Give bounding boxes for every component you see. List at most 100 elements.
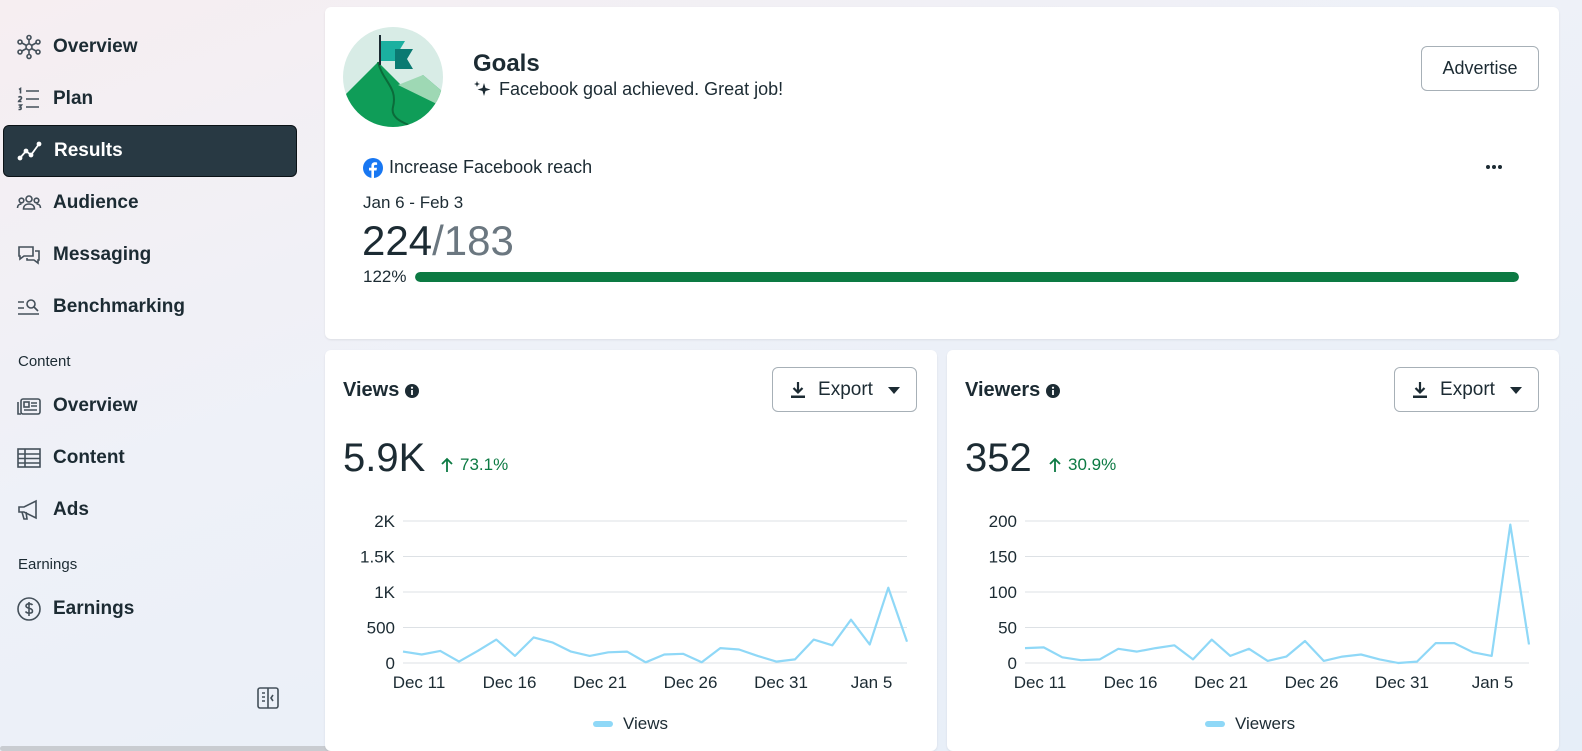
content-card-icon xyxy=(15,392,43,420)
viewers-export-button[interactable]: Export xyxy=(1394,367,1539,412)
y-tick-label: 0 xyxy=(386,654,395,673)
goals-status-text: Facebook goal achieved. Great job! xyxy=(499,79,784,99)
views-chart: 0 500 1K 1.5K 2K Dec 11 Dec 16 Dec 21 Dec 26 Dec … xyxy=(360,512,909,692)
megaphone-icon xyxy=(15,496,43,524)
sidebar-item-label: Ads xyxy=(53,499,89,520)
legend-label: Views xyxy=(623,714,669,733)
x-tick-label: Jan 5 xyxy=(1472,673,1514,692)
x-tick-label: Dec 11 xyxy=(1014,673,1067,692)
facebook-icon xyxy=(363,157,383,178)
sparkle-icon xyxy=(474,80,491,96)
viewers-value: 352 xyxy=(965,436,1032,480)
views-title-text: Views xyxy=(343,379,400,401)
collapse-sidebar-button[interactable] xyxy=(256,686,280,710)
goal-progress-bar xyxy=(415,272,1519,282)
dollar-circle-icon xyxy=(15,595,43,623)
caret-down-icon xyxy=(887,386,900,394)
export-label: Export xyxy=(818,378,873,400)
legend-swatch xyxy=(1205,721,1225,727)
series-line-viewers xyxy=(1024,523,1531,665)
people-icon xyxy=(15,189,43,217)
sidebar: Overview Plan Results Audience xyxy=(0,0,310,751)
x-tick-label: Dec 26 xyxy=(664,673,718,692)
goal-percent: 122% xyxy=(363,267,407,286)
more-options-button[interactable] xyxy=(1479,157,1509,177)
goals-card: Goals Facebook goal achieved. Great job!… xyxy=(325,7,1559,339)
goal-progress-fill xyxy=(415,272,1519,282)
numbered-list-icon xyxy=(15,85,43,113)
x-tick-label: Dec 26 xyxy=(1285,673,1339,692)
info-icon[interactable] xyxy=(1045,383,1061,399)
sidebar-item-label: Messaging xyxy=(53,244,152,265)
x-tick-label: Dec 16 xyxy=(1104,673,1158,692)
y-tick-label: 2K xyxy=(374,512,395,531)
viewers-change-value: 30.9% xyxy=(1068,455,1117,474)
export-label: Export xyxy=(1440,378,1495,400)
network-icon xyxy=(15,33,43,61)
search-list-icon xyxy=(15,293,43,321)
earnings-section-label: Earnings xyxy=(18,556,78,573)
goals-status: Facebook goal achieved. Great job! xyxy=(473,79,783,100)
info-icon[interactable] xyxy=(404,383,420,399)
sidebar-item-label: Audience xyxy=(53,192,139,213)
y-tick-label: 0 xyxy=(1008,654,1017,673)
viewers-change: 30.9% xyxy=(1048,455,1116,475)
x-tick-label: Dec 11 xyxy=(393,673,446,692)
sidebar-item-content[interactable]: Content xyxy=(3,432,297,484)
sidebar-item-label: Benchmarking xyxy=(53,296,185,317)
goal-name-text: Increase Facebook reach xyxy=(389,157,593,177)
table-icon xyxy=(15,444,43,472)
views-export-button[interactable]: Export xyxy=(772,367,917,412)
views-legend: Views xyxy=(593,714,668,734)
sidebar-item-audience[interactable]: Audience xyxy=(3,177,297,229)
x-tick-label: Jan 5 xyxy=(851,673,893,692)
viewers-chart: 0 50 100 150 200 Dec 11 Dec 16 Dec 21 Dec 26 Dec … xyxy=(989,512,1531,692)
download-icon xyxy=(791,381,806,398)
sidebar-item-overview[interactable]: Overview xyxy=(3,21,297,73)
viewers-title: Viewers xyxy=(965,379,1061,402)
goal-name: Increase Facebook reach xyxy=(363,157,592,178)
sidebar-item-results[interactable]: Results xyxy=(3,125,297,177)
sidebar-item-label: Earnings xyxy=(53,598,135,619)
goal-target: /183 xyxy=(432,217,514,264)
goal-date-range: Jan 6 - Feb 3 xyxy=(363,193,464,212)
y-tick-label: 200 xyxy=(989,512,1017,531)
sidebar-item-messaging[interactable]: Messaging xyxy=(3,229,297,281)
ellipsis-icon xyxy=(1486,165,1502,169)
views-value: 5.9K xyxy=(343,436,426,480)
sidebar-item-earnings[interactable]: Earnings xyxy=(3,583,297,635)
x-tick-label: Dec 31 xyxy=(754,673,808,692)
y-tick-label: 1K xyxy=(374,583,395,602)
x-tick-label: Dec 31 xyxy=(1375,673,1429,692)
sidebar-item-label: Overview xyxy=(53,36,138,57)
trend-line-icon xyxy=(16,137,44,165)
download-icon xyxy=(1413,381,1428,398)
goal-current: 224 xyxy=(362,217,433,264)
viewers-legend: Viewers xyxy=(1205,714,1295,734)
series-line-views xyxy=(402,586,909,664)
content-section-label: Content xyxy=(18,353,71,370)
y-tick-label: 100 xyxy=(989,583,1017,602)
horizontal-scrollbar[interactable] xyxy=(0,746,360,751)
sidebar-item-label: Content xyxy=(53,447,125,468)
y-tick-label: 50 xyxy=(998,619,1017,638)
advertise-button[interactable]: Advertise xyxy=(1421,46,1539,91)
goal-progress-value: 224/183 xyxy=(362,217,514,265)
sidebar-item-benchmarking[interactable]: Benchmarking xyxy=(3,281,297,333)
sidebar-item-ads[interactable]: Ads xyxy=(3,484,297,536)
views-title: Views xyxy=(343,379,420,402)
x-tick-label: Dec 16 xyxy=(483,673,537,692)
goals-title: Goals xyxy=(473,50,540,77)
sidebar-item-label: Plan xyxy=(53,88,94,109)
y-tick-label: 150 xyxy=(989,548,1017,567)
x-tick-label: Dec 21 xyxy=(573,673,627,692)
viewers-title-text: Viewers xyxy=(965,379,1041,401)
sidebar-item-content-overview[interactable]: Overview xyxy=(3,380,297,432)
sidebar-item-plan[interactable]: Plan xyxy=(3,73,297,125)
views-card: Views Export 5.9K 73.1% 0 500 1K 1.5K 2K Dec … xyxy=(325,350,937,751)
y-tick-label: 1.5K xyxy=(360,548,396,567)
sidebar-toggle-icon xyxy=(257,687,279,709)
legend-label: Viewers xyxy=(1235,714,1296,733)
views-change: 73.1% xyxy=(440,455,508,475)
sidebar-item-label: Overview xyxy=(53,395,138,416)
